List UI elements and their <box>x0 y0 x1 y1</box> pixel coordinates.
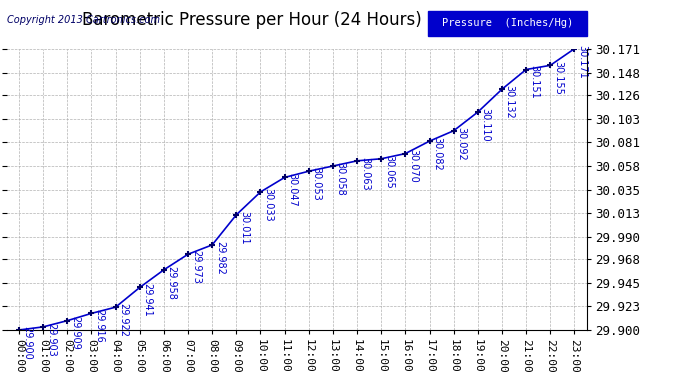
Pressure  (Inches/Hg) <box>136 285 144 290</box>
Pressure  (Inches/Hg) <box>474 110 482 114</box>
Text: Barometric Pressure per Hour (24 Hours) 20131024: Barometric Pressure per Hour (24 Hours) … <box>82 11 511 29</box>
Pressure  (Inches/Hg) <box>522 67 531 72</box>
Pressure  (Inches/Hg) <box>498 87 506 92</box>
Pressure  (Inches/Hg) <box>39 325 48 329</box>
Pressure  (Inches/Hg) <box>305 169 313 174</box>
Pressure  (Inches/Hg) <box>15 328 23 332</box>
Text: 30.171: 30.171 <box>578 45 587 78</box>
Pressure  (Inches/Hg) <box>329 164 337 168</box>
Text: 30.092: 30.092 <box>457 127 466 160</box>
Text: 29.958: 29.958 <box>167 266 177 300</box>
Text: 30.155: 30.155 <box>553 61 563 95</box>
Text: 29.982: 29.982 <box>215 241 225 274</box>
Text: 29.973: 29.973 <box>191 250 201 284</box>
Pressure  (Inches/Hg) <box>571 46 579 51</box>
Pressure  (Inches/Hg) <box>257 190 265 194</box>
Pressure  (Inches/Hg) <box>546 63 555 68</box>
Text: 30.047: 30.047 <box>288 173 297 207</box>
Text: 29.922: 29.922 <box>119 303 128 337</box>
Pressure  (Inches/Hg) <box>184 252 193 257</box>
Text: Copyright 2013 Cartronics.com: Copyright 2013 Cartronics.com <box>7 15 160 25</box>
Pressure  (Inches/Hg) <box>377 156 386 161</box>
Text: 30.070: 30.070 <box>408 149 418 183</box>
Text: 30.033: 30.033 <box>264 188 273 221</box>
Line: Pressure  (Inches/Hg): Pressure (Inches/Hg) <box>15 45 578 333</box>
Text: 29.916: 29.916 <box>95 309 104 343</box>
Text: 30.110: 30.110 <box>481 108 491 141</box>
Pressure  (Inches/Hg) <box>281 175 289 180</box>
Text: 29.903: 29.903 <box>46 323 56 357</box>
Text: 30.058: 30.058 <box>336 162 346 196</box>
Text: 30.065: 30.065 <box>384 154 394 188</box>
Text: Pressure  (Inches/Hg): Pressure (Inches/Hg) <box>442 18 573 28</box>
Text: 30.132: 30.132 <box>505 85 515 119</box>
Text: 30.053: 30.053 <box>312 167 322 201</box>
Pressure  (Inches/Hg) <box>87 311 95 316</box>
Pressure  (Inches/Hg) <box>112 305 120 309</box>
Pressure  (Inches/Hg) <box>63 318 72 323</box>
Pressure  (Inches/Hg) <box>450 129 458 133</box>
Text: 30.011: 30.011 <box>239 211 249 244</box>
Pressure  (Inches/Hg) <box>426 139 434 143</box>
Text: 29.909: 29.909 <box>70 316 80 350</box>
Text: 30.082: 30.082 <box>433 137 442 171</box>
Pressure  (Inches/Hg) <box>208 243 217 247</box>
Pressure  (Inches/Hg) <box>160 267 168 272</box>
Text: 29.941: 29.941 <box>143 283 152 317</box>
Text: 30.151: 30.151 <box>529 65 539 99</box>
Pressure  (Inches/Hg) <box>353 159 362 163</box>
Text: 29.900: 29.900 <box>22 326 32 360</box>
Pressure  (Inches/Hg) <box>233 213 241 217</box>
Pressure  (Inches/Hg) <box>402 152 410 156</box>
Text: 30.063: 30.063 <box>360 157 370 190</box>
